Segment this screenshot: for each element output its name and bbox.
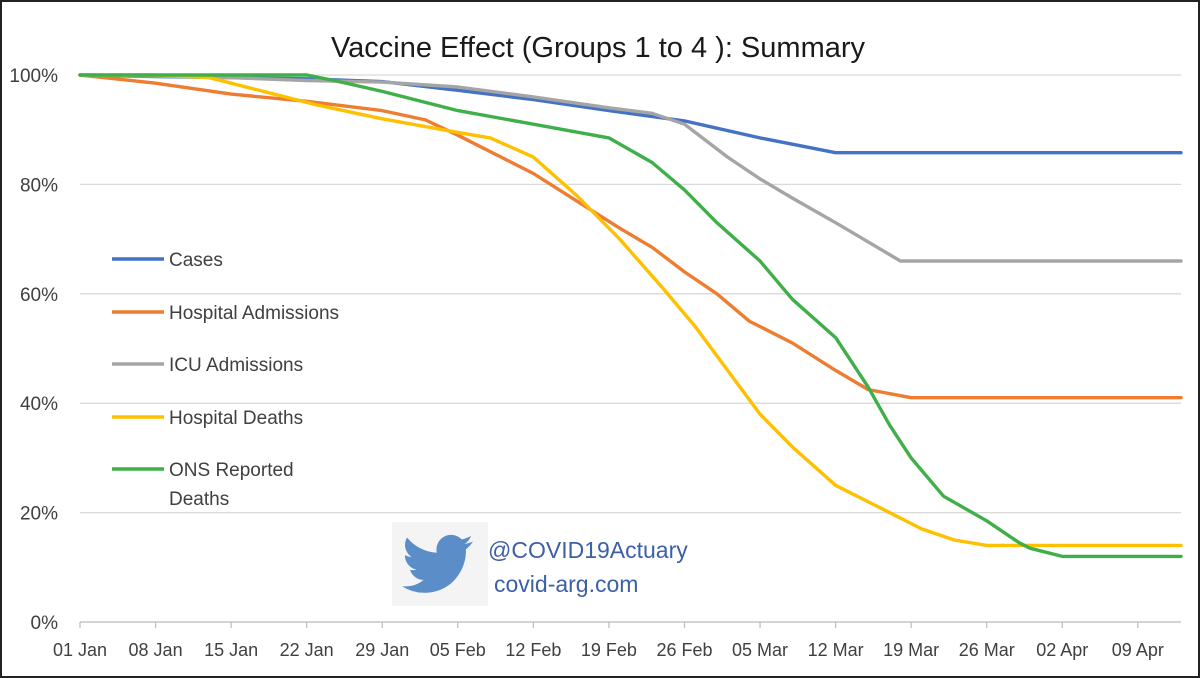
y-tick-label: 0% <box>31 613 59 634</box>
watermark: @COVID19Actuary covid-arg.com <box>392 522 688 606</box>
x-tick-label: 09 Apr <box>1112 640 1164 660</box>
watermark-handle: @COVID19Actuary <box>488 537 688 563</box>
x-axis: 01 Jan 08 Jan 15 Jan 22 Jan 29 Jan 05 Feb 12 F… <box>53 621 1181 660</box>
legend-label: Cases <box>169 250 223 271</box>
legend-label: ICU Admissions <box>169 355 303 376</box>
x-tick-label: 29 Jan <box>355 640 409 660</box>
series-line-3 <box>78 73 1183 548</box>
x-tick-label: 19 Mar <box>883 640 939 660</box>
x-tick-label: 02 Apr <box>1036 640 1088 660</box>
x-tick-label: 05 Feb <box>430 640 486 660</box>
x-tick-label: 22 Jan <box>280 640 334 660</box>
x-tick-label: 12 Mar <box>808 640 864 660</box>
x-tick-label: 19 Feb <box>581 640 637 660</box>
x-tick-label: 15 Jan <box>204 640 258 660</box>
y-tick-label: 20% <box>20 504 58 525</box>
y-tick-label: 80% <box>20 175 58 196</box>
series-line-4 <box>78 73 1183 559</box>
watermark-site: covid-arg.com <box>494 571 638 597</box>
series-line-1 <box>78 73 1183 400</box>
series-line-2 <box>78 73 1183 263</box>
legend-label: Hospital Admissions <box>169 303 339 324</box>
x-tick-label: 26 Mar <box>959 640 1015 660</box>
chart-title: Vaccine Effect (Groups 1 to 4 ): Summary <box>331 32 866 64</box>
x-tick-label: 26 Feb <box>656 640 712 660</box>
x-tick-label: 05 Mar <box>732 640 788 660</box>
twitter-bird-icon <box>402 534 473 593</box>
x-tick-label: 01 Jan <box>53 640 107 660</box>
y-tick-label: 100% <box>9 66 58 87</box>
x-tick-label: 12 Feb <box>505 640 561 660</box>
y-axis: 0% 20% 40% 60% 80% 100% <box>9 66 58 634</box>
legend: Cases Hospital Admissions ICU Admissions Ho… <box>112 250 339 510</box>
series-lines <box>78 73 1183 559</box>
legend-label: ONS Reported Deaths <box>169 460 294 510</box>
x-tick-label: 08 Jan <box>129 640 183 660</box>
y-tick-label: 60% <box>20 285 58 306</box>
y-tick-label: 40% <box>20 394 58 415</box>
legend-label: Hospital Deaths <box>169 408 303 429</box>
